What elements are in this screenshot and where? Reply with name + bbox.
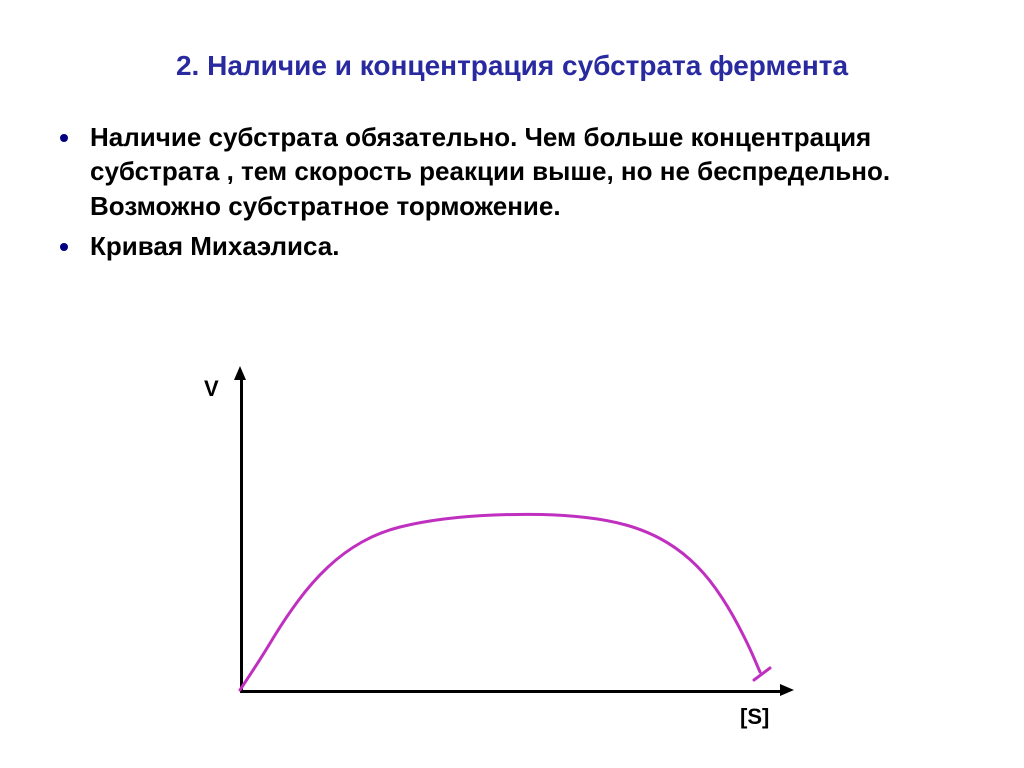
bullet-dot-icon: [60, 243, 68, 251]
bullet-text: Наличие субстрата обязательно. Чем больш…: [90, 120, 964, 223]
bullet-dot-icon: [60, 134, 68, 142]
slide: 2. Наличие и концентрация субстрата ферм…: [0, 0, 1024, 768]
michaelis-chart: V [S]: [220, 372, 810, 702]
bullet-text: Кривая Михаэлиса.: [90, 229, 964, 263]
curve: [220, 372, 810, 702]
curve-tail-tick: [754, 668, 770, 680]
curve-path: [240, 514, 760, 690]
x-axis-label: [S]: [740, 704, 769, 730]
bullet-item: Наличие субстрата обязательно. Чем больш…: [60, 120, 964, 223]
bullet-list: Наличие субстрата обязательно. Чем больш…: [60, 120, 964, 269]
y-axis-label: V: [204, 376, 219, 402]
slide-title: 2. Наличие и концентрация субстрата ферм…: [0, 50, 1024, 82]
bullet-item: Кривая Михаэлиса.: [60, 229, 964, 263]
